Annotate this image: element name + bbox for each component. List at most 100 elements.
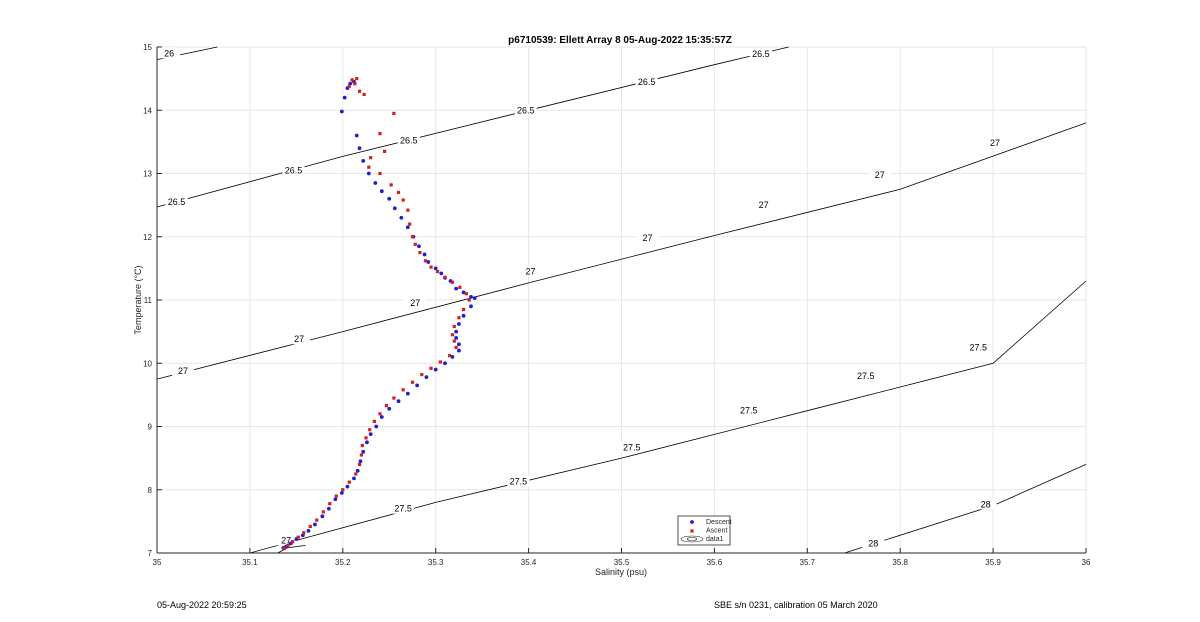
- ascent-point: [357, 462, 362, 467]
- descent-point: [469, 294, 473, 299]
- x-tick-label: 35.2: [335, 558, 351, 567]
- contour-label: 27.5: [857, 371, 875, 381]
- footer-timestamp: 05-Aug-2022 20:59:25: [157, 600, 247, 610]
- contour-label-mask: [974, 498, 997, 510]
- descent-point: [345, 484, 350, 489]
- ascent-point: [347, 84, 351, 88]
- ascent-point: [364, 436, 368, 440]
- ascent-point: [438, 360, 442, 364]
- descent-point: [450, 355, 455, 359]
- ascent-point: [353, 82, 357, 86]
- ascent-point: [362, 92, 366, 97]
- descent-point: [358, 459, 363, 464]
- contour-label-mask: [862, 537, 885, 549]
- x-tick-label: 35.7: [800, 558, 816, 567]
- ascent-point: [291, 540, 295, 544]
- contour-label: 27.5: [740, 406, 758, 416]
- contour-label: 27: [643, 233, 653, 243]
- contour-label: 27: [410, 298, 420, 308]
- descent-point: [379, 189, 384, 194]
- descent-point: [306, 528, 311, 533]
- contour-label-mask: [752, 199, 775, 211]
- contour-label-mask: [288, 333, 311, 345]
- contour-label-mask: [507, 475, 530, 487]
- ascent-point: [350, 78, 354, 82]
- contour-label-mask: [404, 297, 427, 309]
- descent-point: [357, 146, 362, 151]
- legend-contour-marker-inner: [686, 537, 698, 541]
- descent-point: [387, 196, 392, 201]
- ascent-point: [286, 543, 290, 548]
- descent-point: [469, 304, 473, 309]
- legend-label: Ascent: [706, 528, 727, 535]
- descent-point: [361, 449, 366, 454]
- y-axis-label: Temperature (°C): [133, 265, 143, 334]
- contour-label: 27: [525, 267, 535, 277]
- ascent-point: [450, 333, 455, 337]
- ascent-point: [410, 380, 415, 384]
- ascent-point: [308, 524, 312, 529]
- contour-label-mask: [620, 441, 643, 453]
- descent-point: [392, 206, 397, 211]
- descent-point: [368, 432, 373, 436]
- y-tick-label: 7: [148, 549, 153, 558]
- descent-point: [443, 361, 447, 366]
- contour-label: 26.5: [168, 197, 186, 207]
- ascent-point: [452, 339, 456, 343]
- descent-point: [354, 133, 359, 138]
- descent-point: [454, 286, 459, 291]
- ascent-point: [360, 443, 364, 448]
- descent-point: [379, 415, 384, 419]
- descent-point: [326, 506, 331, 511]
- descent-point: [361, 158, 366, 163]
- ascent-point: [461, 307, 466, 312]
- ascent-point: [359, 453, 363, 457]
- ascent-point: [321, 510, 325, 514]
- descent-point: [405, 391, 410, 396]
- y-tick-label: 11: [144, 296, 153, 305]
- descent-point: [399, 215, 404, 220]
- descent-point: [415, 383, 420, 388]
- ascent-point: [401, 198, 405, 202]
- axes: 35 35.1 35.2 35.3 35.4 35.5 35.6 35.7 35.8 35.9 36…: [143, 43, 1091, 567]
- contour-label-mask: [749, 47, 772, 59]
- contour-label: 27: [759, 200, 769, 210]
- descent-point: [424, 375, 429, 380]
- footer-calibration: SBE s/n 0231, calibration 05 March 2020: [714, 600, 878, 610]
- contour-label-mask: [165, 195, 188, 207]
- contour-label: 27.5: [623, 442, 641, 452]
- contour-label-mask: [514, 104, 537, 116]
- contour-label-mask: [967, 341, 990, 353]
- descent-point: [365, 440, 369, 445]
- descent-point: [422, 252, 427, 257]
- y-tick-label: 10: [143, 359, 152, 368]
- descent-point: [472, 296, 477, 301]
- data-points: [281, 77, 477, 551]
- ascent-point: [443, 275, 447, 279]
- contour-label-mask: [854, 369, 877, 381]
- legend-label: data1: [706, 536, 724, 543]
- ascent-point: [464, 292, 468, 296]
- ascent-point: [392, 396, 396, 400]
- ascent-point: [423, 259, 428, 263]
- descent-point: [439, 271, 444, 276]
- contour-label: 26.5: [638, 77, 656, 87]
- x-tick-label: 35.3: [428, 558, 444, 567]
- contour-label-mask: [397, 134, 420, 146]
- descent-point: [457, 342, 461, 347]
- ascent-point: [347, 480, 351, 484]
- x-axis-label: Salinity (psu): [595, 567, 647, 577]
- contour-label-mask: [275, 534, 298, 546]
- contour-label: 27: [294, 334, 304, 344]
- contour-label: 27: [281, 535, 291, 545]
- ascent-point: [315, 518, 319, 522]
- ascent-point: [413, 242, 417, 246]
- contour-label: 27.5: [969, 342, 987, 352]
- descent-point: [320, 514, 325, 519]
- ascent-point: [435, 269, 440, 274]
- contour-label-mask: [868, 168, 891, 180]
- ascent-point: [401, 388, 405, 392]
- ascent-point: [357, 89, 362, 93]
- y-tick-label: 15: [143, 43, 152, 52]
